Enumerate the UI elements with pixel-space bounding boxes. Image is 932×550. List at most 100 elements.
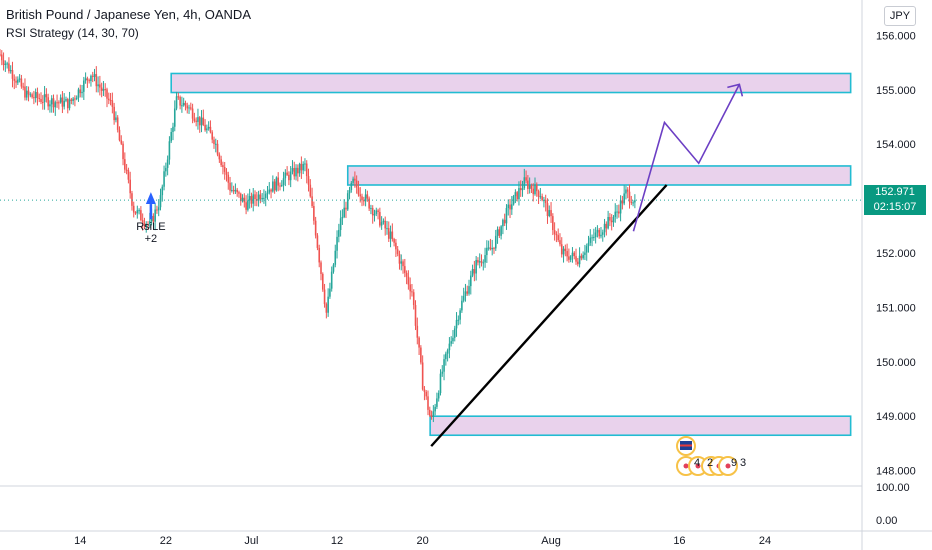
- projection-path[interactable]: [632, 83, 741, 232]
- time-tick-label: Jul: [244, 535, 258, 547]
- candle-body: [198, 117, 201, 126]
- candle-body: [420, 347, 422, 363]
- candle-body: [404, 266, 406, 273]
- candle-body: [559, 240, 561, 245]
- trendline[interactable]: [430, 184, 668, 447]
- candle-body: [20, 78, 23, 87]
- candle-body: [550, 210, 552, 217]
- candle-body: [500, 226, 502, 236]
- candle-body: [216, 143, 219, 155]
- candle-body: [134, 212, 137, 214]
- candle-body: [345, 207, 347, 210]
- candle-body: [252, 194, 255, 204]
- candle-body: [143, 223, 146, 226]
- candle-body: [61, 97, 64, 107]
- candle-body: [68, 99, 71, 109]
- candle-body: [584, 252, 586, 255]
- candle-body: [188, 107, 190, 109]
- candle-body: [300, 163, 303, 171]
- candle-body: [614, 211, 617, 217]
- candle-body: [598, 229, 600, 237]
- candle-body: [634, 200, 636, 203]
- candle-body: [359, 194, 362, 197]
- candle-body: [100, 87, 103, 91]
- candle-body: [607, 217, 609, 229]
- candle-body: [387, 228, 390, 239]
- candle-body: [223, 167, 226, 172]
- zone-2[interactable]: [346, 165, 852, 186]
- candle-body: [175, 96, 178, 109]
- currency-button[interactable]: JPY: [884, 6, 916, 26]
- indicator-label[interactable]: RSI Strategy (14, 30, 70): [6, 26, 139, 40]
- candle-body: [618, 211, 620, 214]
- candle-body: [363, 200, 365, 202]
- candle-body: [453, 328, 456, 338]
- candle-body: [209, 126, 212, 133]
- candle-body: [63, 100, 65, 107]
- candle-body: [623, 193, 625, 204]
- candle-body: [609, 217, 611, 221]
- time-tick-label: 14: [74, 535, 86, 547]
- candle-body: [165, 167, 167, 172]
- candle-body: [261, 198, 263, 200]
- candle-body: [241, 197, 244, 202]
- candle-body: [118, 129, 121, 141]
- candle-body: [113, 106, 115, 121]
- candle-body: [302, 163, 304, 171]
- countdown-tag: 02:15:07: [864, 200, 926, 216]
- price-tick-label: 152.000: [876, 248, 916, 260]
- candle-body: [320, 262, 322, 274]
- candle-body: [544, 200, 547, 204]
- candle-body: [13, 78, 16, 81]
- projection-arrowhead: [727, 83, 744, 97]
- candle-body: [140, 210, 142, 221]
- candle-body: [370, 207, 372, 209]
- candle-body: [40, 99, 42, 103]
- candle-body: [580, 255, 583, 259]
- candle-body: [589, 237, 592, 243]
- zone-3[interactable]: [429, 415, 852, 437]
- candle-body: [434, 406, 436, 412]
- candle-body: [425, 391, 428, 397]
- candle-body: [136, 210, 139, 214]
- candle-body: [288, 174, 290, 181]
- candle-body: [42, 102, 44, 104]
- candle-body: [272, 181, 274, 192]
- candle-body: [446, 350, 449, 354]
- candle-body: [575, 256, 577, 262]
- event-count: 9: [731, 457, 737, 469]
- candle-body: [553, 230, 556, 235]
- zone-1[interactable]: [170, 72, 852, 94]
- candle-body: [52, 98, 55, 108]
- candle-body: [368, 198, 370, 209]
- candle-body: [309, 184, 312, 197]
- candle-body: [416, 325, 419, 338]
- candle-body: [191, 108, 194, 119]
- candle-body: [494, 235, 497, 249]
- candle-body: [250, 196, 253, 204]
- candle-body: [562, 248, 565, 255]
- candle-body: [511, 204, 513, 210]
- time-tick-label: 12: [331, 535, 343, 547]
- candle-body: [371, 207, 374, 216]
- candle-body: [571, 252, 574, 257]
- candle-body: [418, 337, 420, 348]
- candle-body: [254, 194, 256, 200]
- candle-body: [166, 159, 169, 168]
- candle-body: [125, 169, 128, 171]
- candle-body: [263, 197, 265, 199]
- candle-body: [90, 75, 92, 81]
- candle-body: [305, 163, 308, 177]
- candle-body: [379, 211, 381, 226]
- candle-body: [509, 204, 511, 210]
- candle-body: [84, 78, 87, 81]
- candle-body: [546, 203, 549, 217]
- candle-body: [537, 191, 540, 197]
- last-price-tag: 152.971: [864, 185, 926, 201]
- candle-body: [541, 196, 543, 201]
- candle-body: [519, 188, 522, 191]
- candle-body: [31, 94, 33, 98]
- candle-body: [115, 117, 117, 121]
- candle-body: [43, 94, 46, 103]
